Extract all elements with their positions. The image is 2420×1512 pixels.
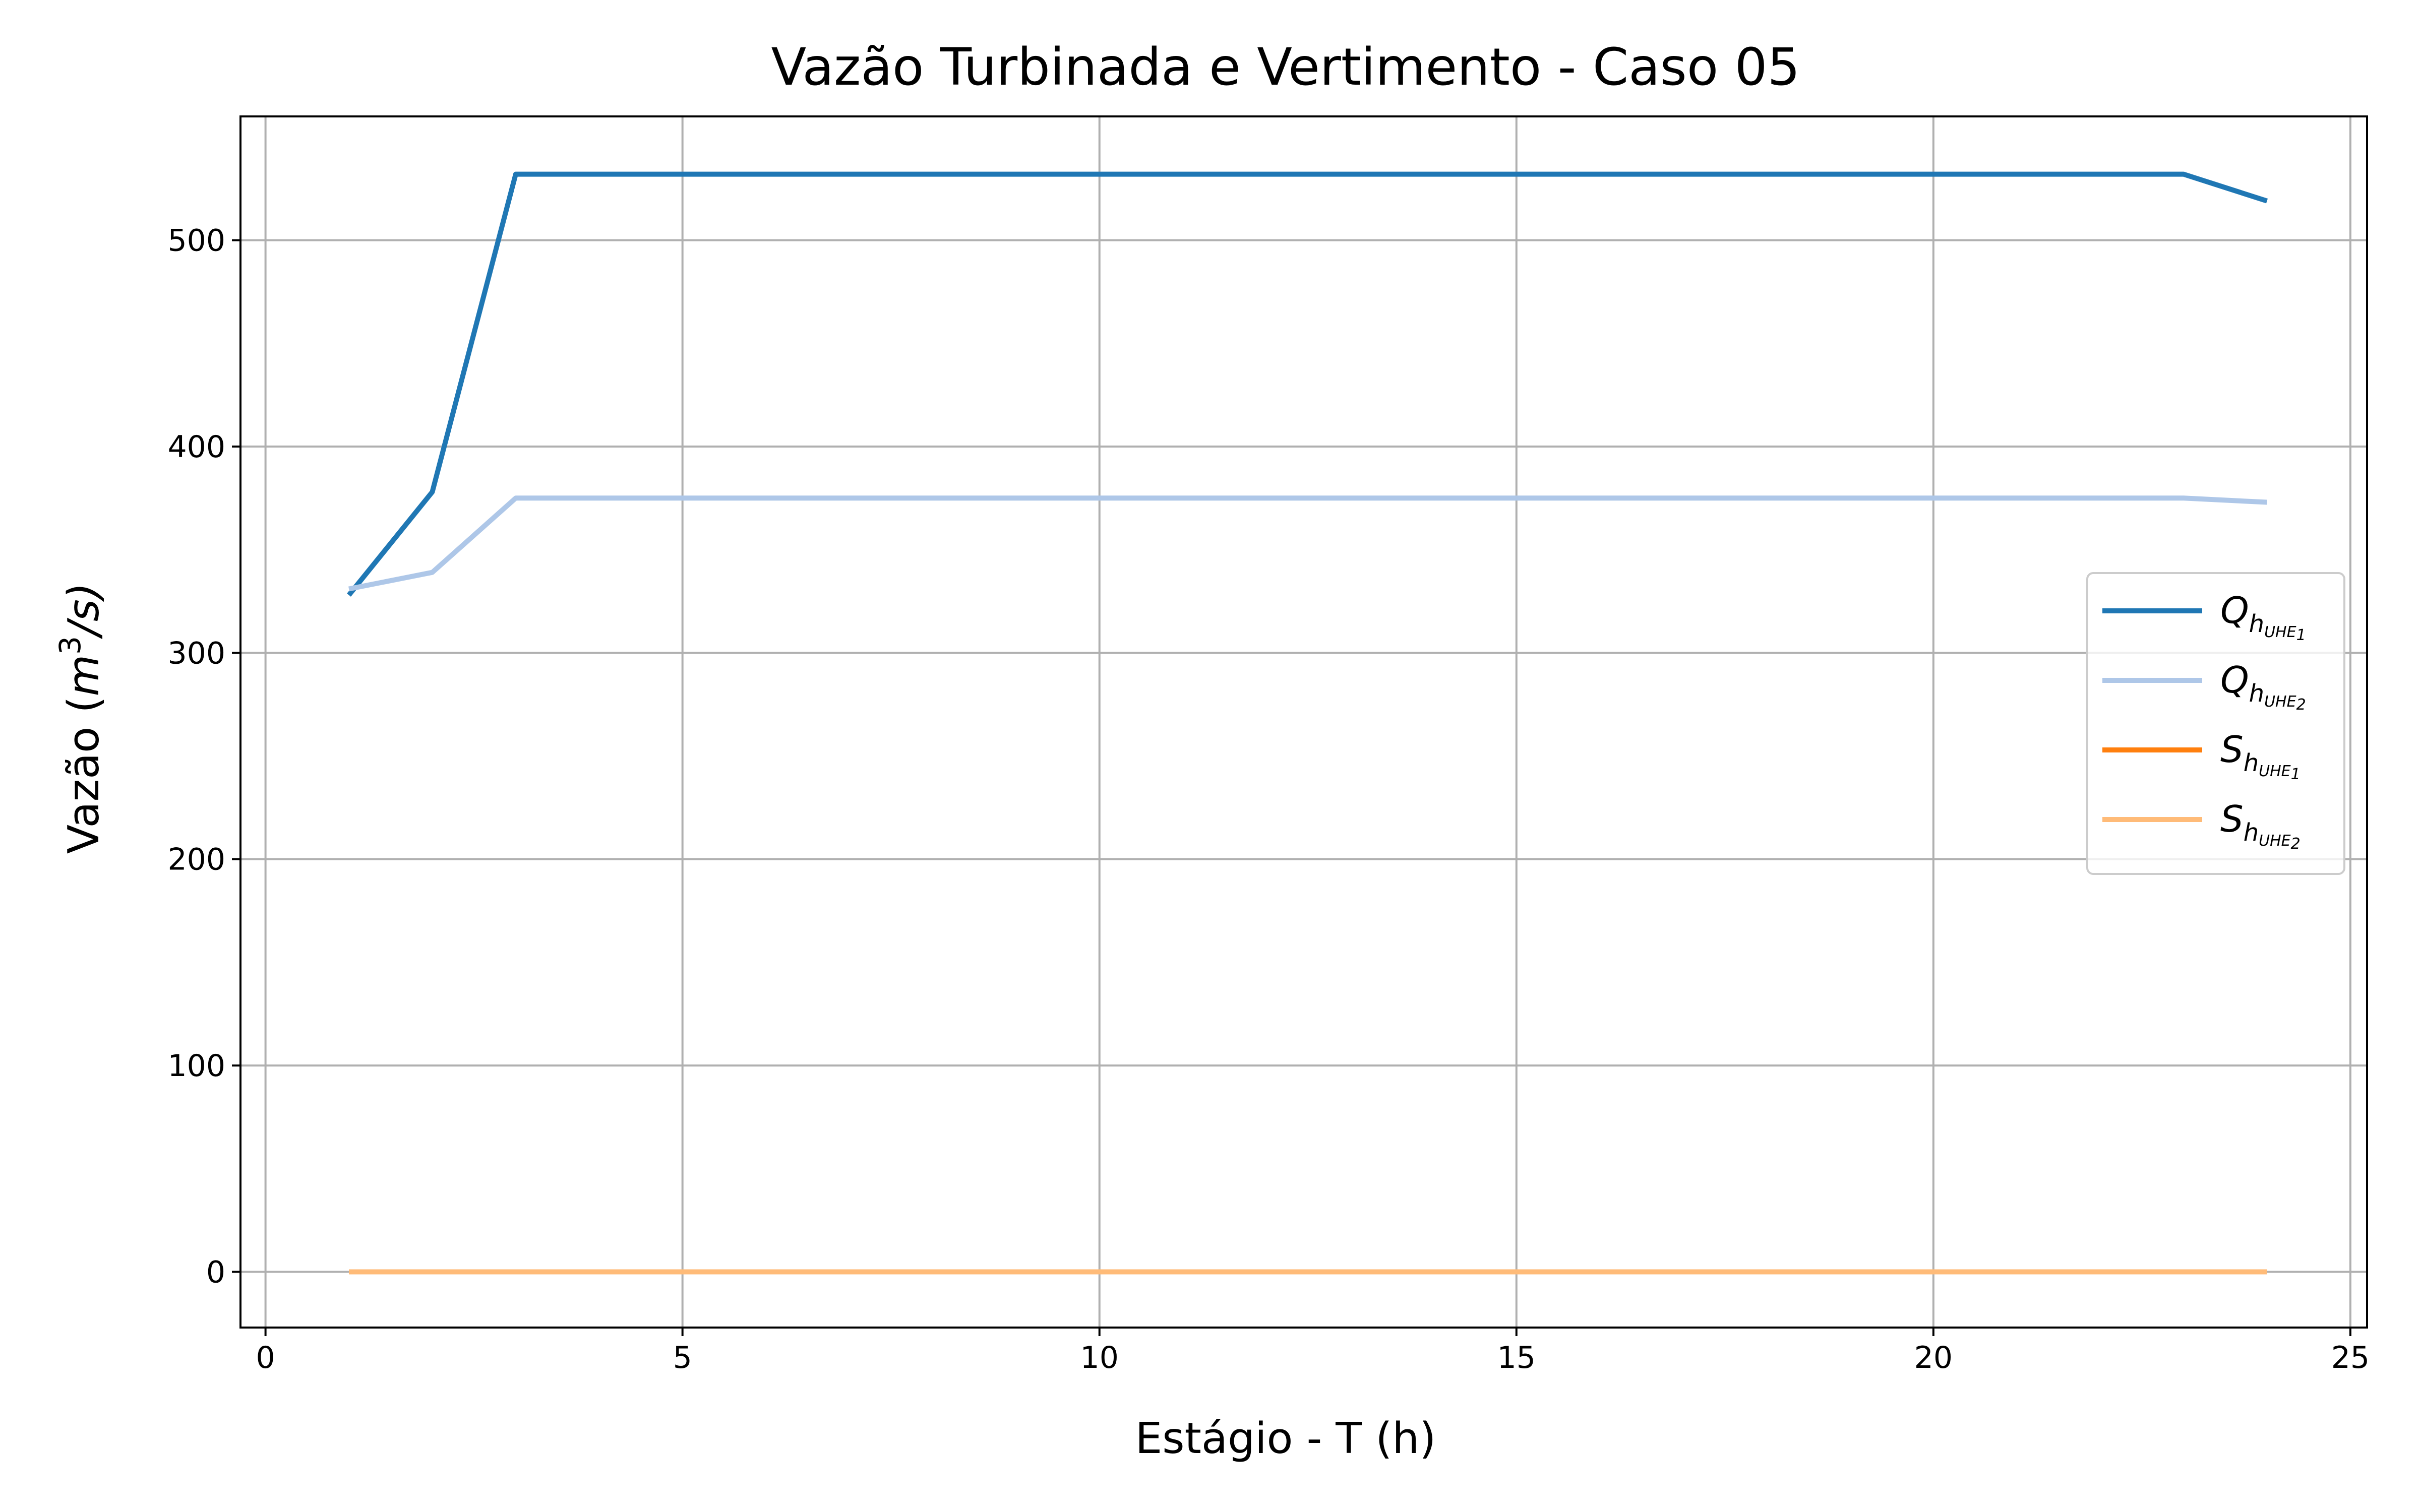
legend-label-3: ShUHE1 bbox=[2220, 728, 2301, 783]
y-axis-ticks: 0 100 200 300 400 500 bbox=[167, 223, 240, 1290]
x-tick-label: 0 bbox=[256, 1340, 275, 1375]
x-tick-label: 5 bbox=[673, 1340, 692, 1375]
x-tick-label: 10 bbox=[1080, 1340, 1119, 1375]
legend-label-4: ShUHE2 bbox=[2220, 798, 2301, 853]
x-axis-label: Estágio - T (h) bbox=[1135, 1414, 1436, 1464]
x-axis-ticks: 0 5 10 15 20 25 bbox=[256, 1328, 2370, 1375]
x-tick-label: 15 bbox=[1497, 1340, 1536, 1375]
y-axis-label-suffix: /s) bbox=[59, 583, 109, 640]
y-tick-label: 500 bbox=[167, 223, 225, 259]
series-lines bbox=[347, 171, 2268, 1275]
legend-label-1: QhUHE1 bbox=[2220, 589, 2306, 644]
y-tick-label: 400 bbox=[167, 429, 225, 465]
y-axis-label: Vazão (m3/s) bbox=[53, 583, 109, 854]
series-line-2 bbox=[348, 495, 2267, 592]
y-axis-label-prefix: Vazão ( bbox=[59, 697, 109, 854]
legend: QhUHE1 QhUHE2 ShUHE1 ShUHE2 bbox=[2086, 572, 2345, 875]
legend-box bbox=[2086, 572, 2345, 875]
x-tick-label: 25 bbox=[2331, 1340, 2370, 1375]
y-tick-label: 300 bbox=[167, 636, 225, 671]
series-line-1 bbox=[347, 171, 2268, 597]
chart-title: Vazão Turbinada e Vertimento - Caso 05 bbox=[771, 37, 1800, 97]
legend-label-2: QhUHE2 bbox=[2220, 659, 2306, 714]
y-axis-label-exponent: 3 bbox=[53, 636, 87, 655]
y-axis-label-base: m bbox=[59, 655, 109, 697]
plot-area-frame bbox=[239, 115, 2368, 1329]
y-tick-label: 100 bbox=[167, 1048, 225, 1084]
x-tick-label: 20 bbox=[1914, 1340, 1953, 1375]
y-tick-label: 200 bbox=[167, 842, 225, 877]
y-tick-label: 0 bbox=[206, 1254, 225, 1290]
